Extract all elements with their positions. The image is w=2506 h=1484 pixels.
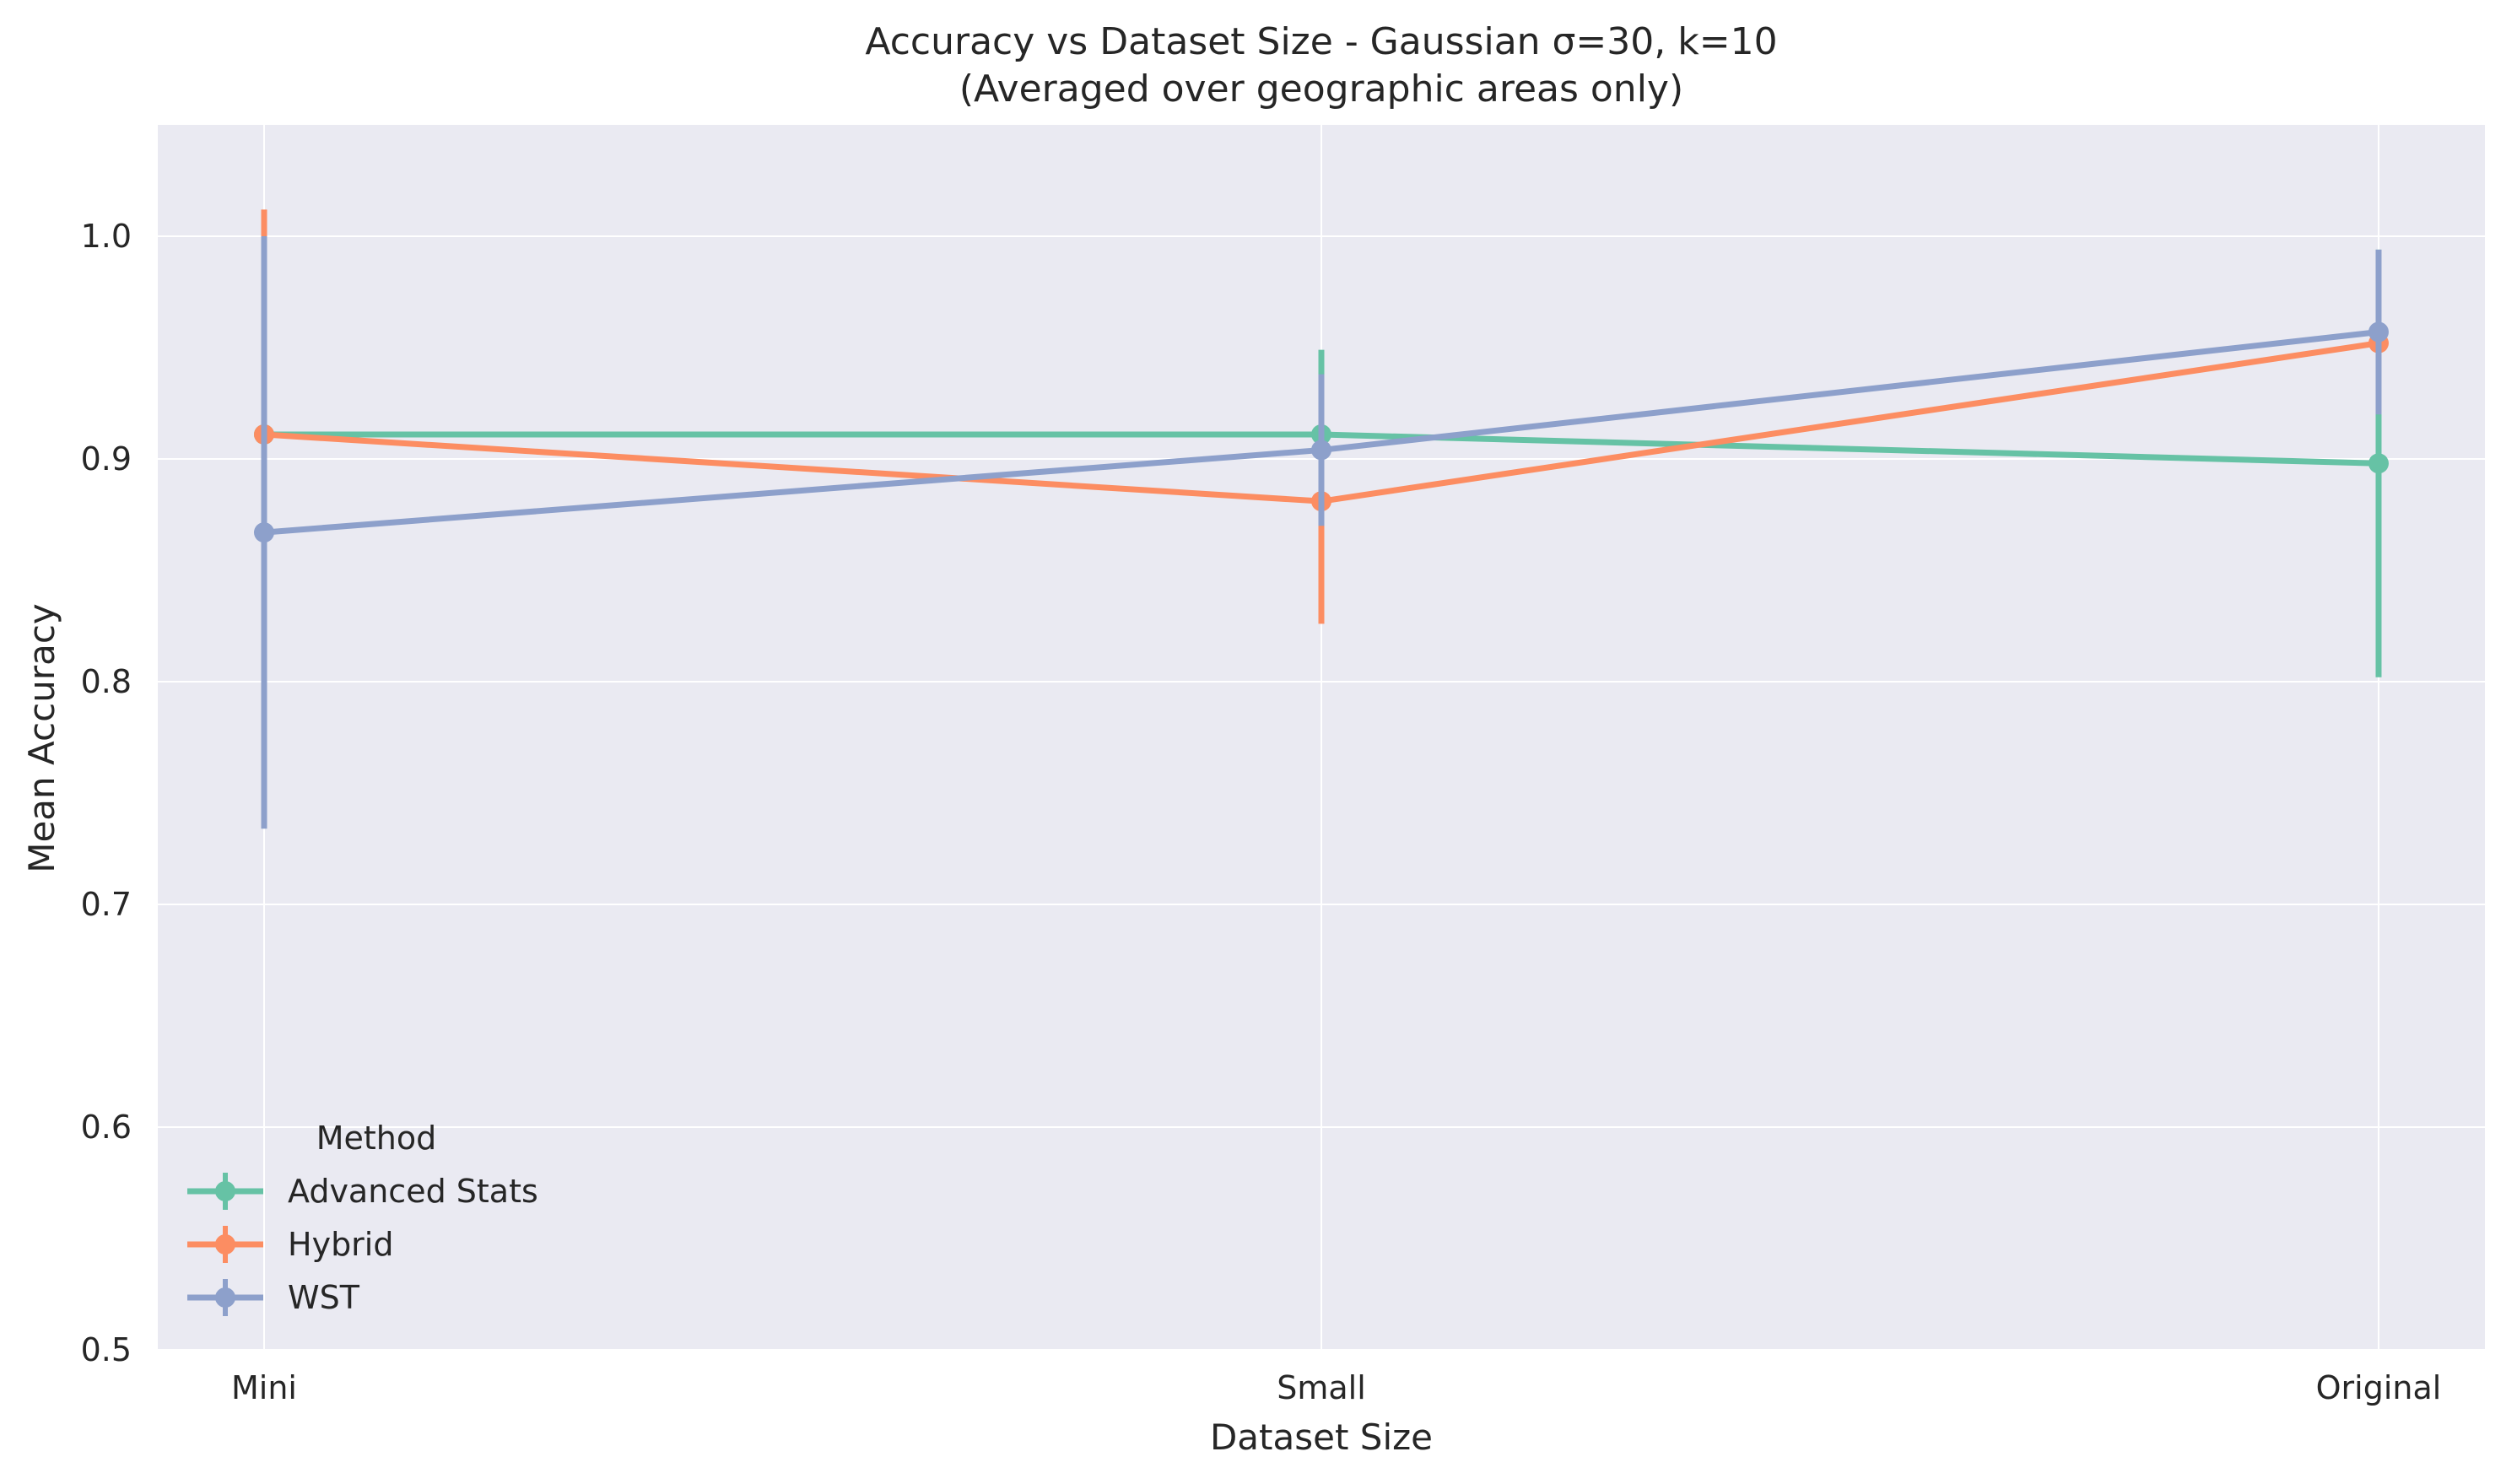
legend-marker	[215, 1287, 235, 1308]
y-tick-label: 0.5	[81, 1331, 132, 1368]
data-point	[1311, 440, 1331, 461]
y-axis-label: Mean Accuracy	[21, 603, 62, 873]
data-point	[2368, 321, 2389, 343]
y-tick-label: 0.7	[81, 886, 132, 923]
data-point	[254, 522, 274, 543]
series-wst	[254, 236, 2389, 829]
x-tick-label: Mini	[231, 1369, 297, 1406]
y-tick-label: 0.8	[81, 663, 132, 700]
legend-label: Hybrid	[288, 1226, 394, 1263]
y-tick-labels: 0.5 0.6 0.7 0.8 0.9 1.0	[81, 218, 132, 1368]
legend-marker	[215, 1181, 235, 1201]
chart-subtitle: (Averaged over geographic areas only)	[959, 67, 1683, 111]
x-tick-labels: Mini Small Original	[231, 1369, 2441, 1406]
x-axis-label: Dataset Size	[1210, 1417, 1433, 1458]
legend-marker	[215, 1234, 235, 1255]
chart-title: Accuracy vs Dataset Size - Gaussian σ=30…	[865, 20, 1777, 63]
legend-label: WST	[288, 1279, 360, 1316]
legend: Method Advanced Stats Hybrid WST	[187, 1120, 538, 1316]
y-tick-label: 0.9	[81, 440, 132, 478]
legend-item: Advanced Stats	[187, 1173, 538, 1210]
x-tick-label: Original	[2316, 1369, 2442, 1406]
x-tick-label: Small	[1277, 1369, 1366, 1406]
legend-label: Advanced Stats	[288, 1173, 538, 1210]
legend-title: Method	[316, 1120, 437, 1157]
series-layer	[254, 209, 2389, 829]
legend-item: Hybrid	[187, 1226, 394, 1263]
y-tick-label: 0.6	[81, 1109, 132, 1146]
y-tick-label: 1.0	[81, 218, 132, 255]
data-point	[2368, 453, 2389, 474]
legend-item: WST	[187, 1279, 360, 1316]
